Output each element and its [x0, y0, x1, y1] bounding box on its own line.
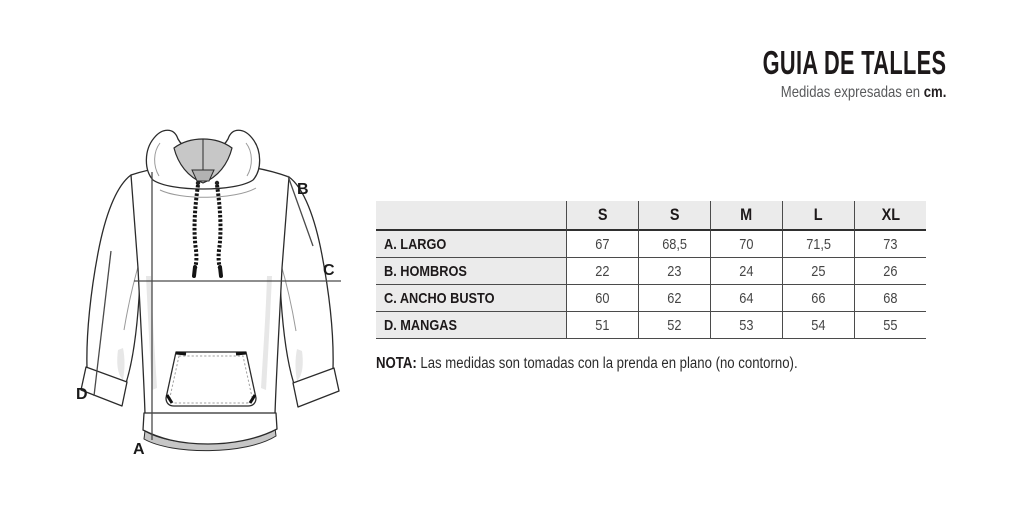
note-text: Las medidas son tomadas con la prenda en…	[416, 355, 798, 372]
table-cell: 51	[566, 312, 638, 339]
table-cell: 55	[854, 312, 926, 339]
hoodie-measurement-diagram: A B C D	[76, 129, 341, 458]
table-cell: 62	[638, 285, 710, 312]
subtitle-text: Medidas expresadas en	[780, 84, 924, 101]
column-header-s2: S	[638, 201, 710, 231]
note-prefix: NOTA:	[376, 355, 417, 372]
hoodie-hem	[142, 412, 278, 452]
hoodie-pocket	[165, 351, 257, 407]
measure-line-d	[93, 250, 112, 397]
row-label-largo: A. LARGO	[376, 231, 566, 258]
table-cell: 24	[710, 258, 782, 285]
subtitle-unit: cm.	[923, 84, 946, 101]
table-cell: 73	[854, 231, 926, 258]
size-table: S S M L XL A. LARGO 67 68,5 70 71,5 73 B…	[376, 201, 926, 339]
row-label-hombros: B. HOMBROS	[376, 258, 566, 285]
table-cell: 52	[638, 312, 710, 339]
column-header-m: M	[710, 201, 782, 231]
table-cell: 54	[782, 312, 854, 339]
measure-label-c: C	[323, 262, 335, 279]
column-header-l: L	[782, 201, 854, 231]
table-cell: 71,5	[782, 231, 854, 258]
table-cell: 25	[782, 258, 854, 285]
hoodie-hood	[145, 129, 261, 190]
table-cell: 67	[566, 231, 638, 258]
page-subtitle: Medidas expresadas en cm.	[718, 85, 946, 101]
table-cell: 70	[710, 231, 782, 258]
hoodie-cuffs	[80, 366, 340, 408]
measurement-note: NOTA: Las medidas son tomadas con la pre…	[376, 355, 872, 373]
column-header-s1: S	[566, 201, 638, 231]
table-corner-cell	[376, 201, 566, 231]
column-header-xl: XL	[854, 201, 926, 231]
row-label-ancho-busto: C. ANCHO BUSTO	[376, 285, 566, 312]
table-cell: 23	[638, 258, 710, 285]
measure-label-d: D	[76, 386, 88, 403]
row-label-mangas: D. MANGAS	[376, 312, 566, 339]
table-cell: 64	[710, 285, 782, 312]
header: GUIA DE TALLES Medidas expresadas en cm.	[668, 46, 946, 101]
measure-label-b: B	[297, 181, 309, 198]
table-cell: 22	[566, 258, 638, 285]
measurement-lines: A B C D	[76, 172, 341, 458]
table-cell: 53	[710, 312, 782, 339]
table-cell: 68,5	[638, 231, 710, 258]
table-cell: 26	[854, 258, 926, 285]
table-cell: 66	[782, 285, 854, 312]
hoodie-drawstrings	[192, 180, 223, 278]
table-cell: 60	[566, 285, 638, 312]
hoodie-body	[130, 163, 290, 415]
measure-line-b	[287, 175, 314, 247]
measure-label-a: A	[133, 441, 145, 458]
table-cell: 68	[854, 285, 926, 312]
page-title: GUIA DE TALLES	[762, 44, 946, 81]
